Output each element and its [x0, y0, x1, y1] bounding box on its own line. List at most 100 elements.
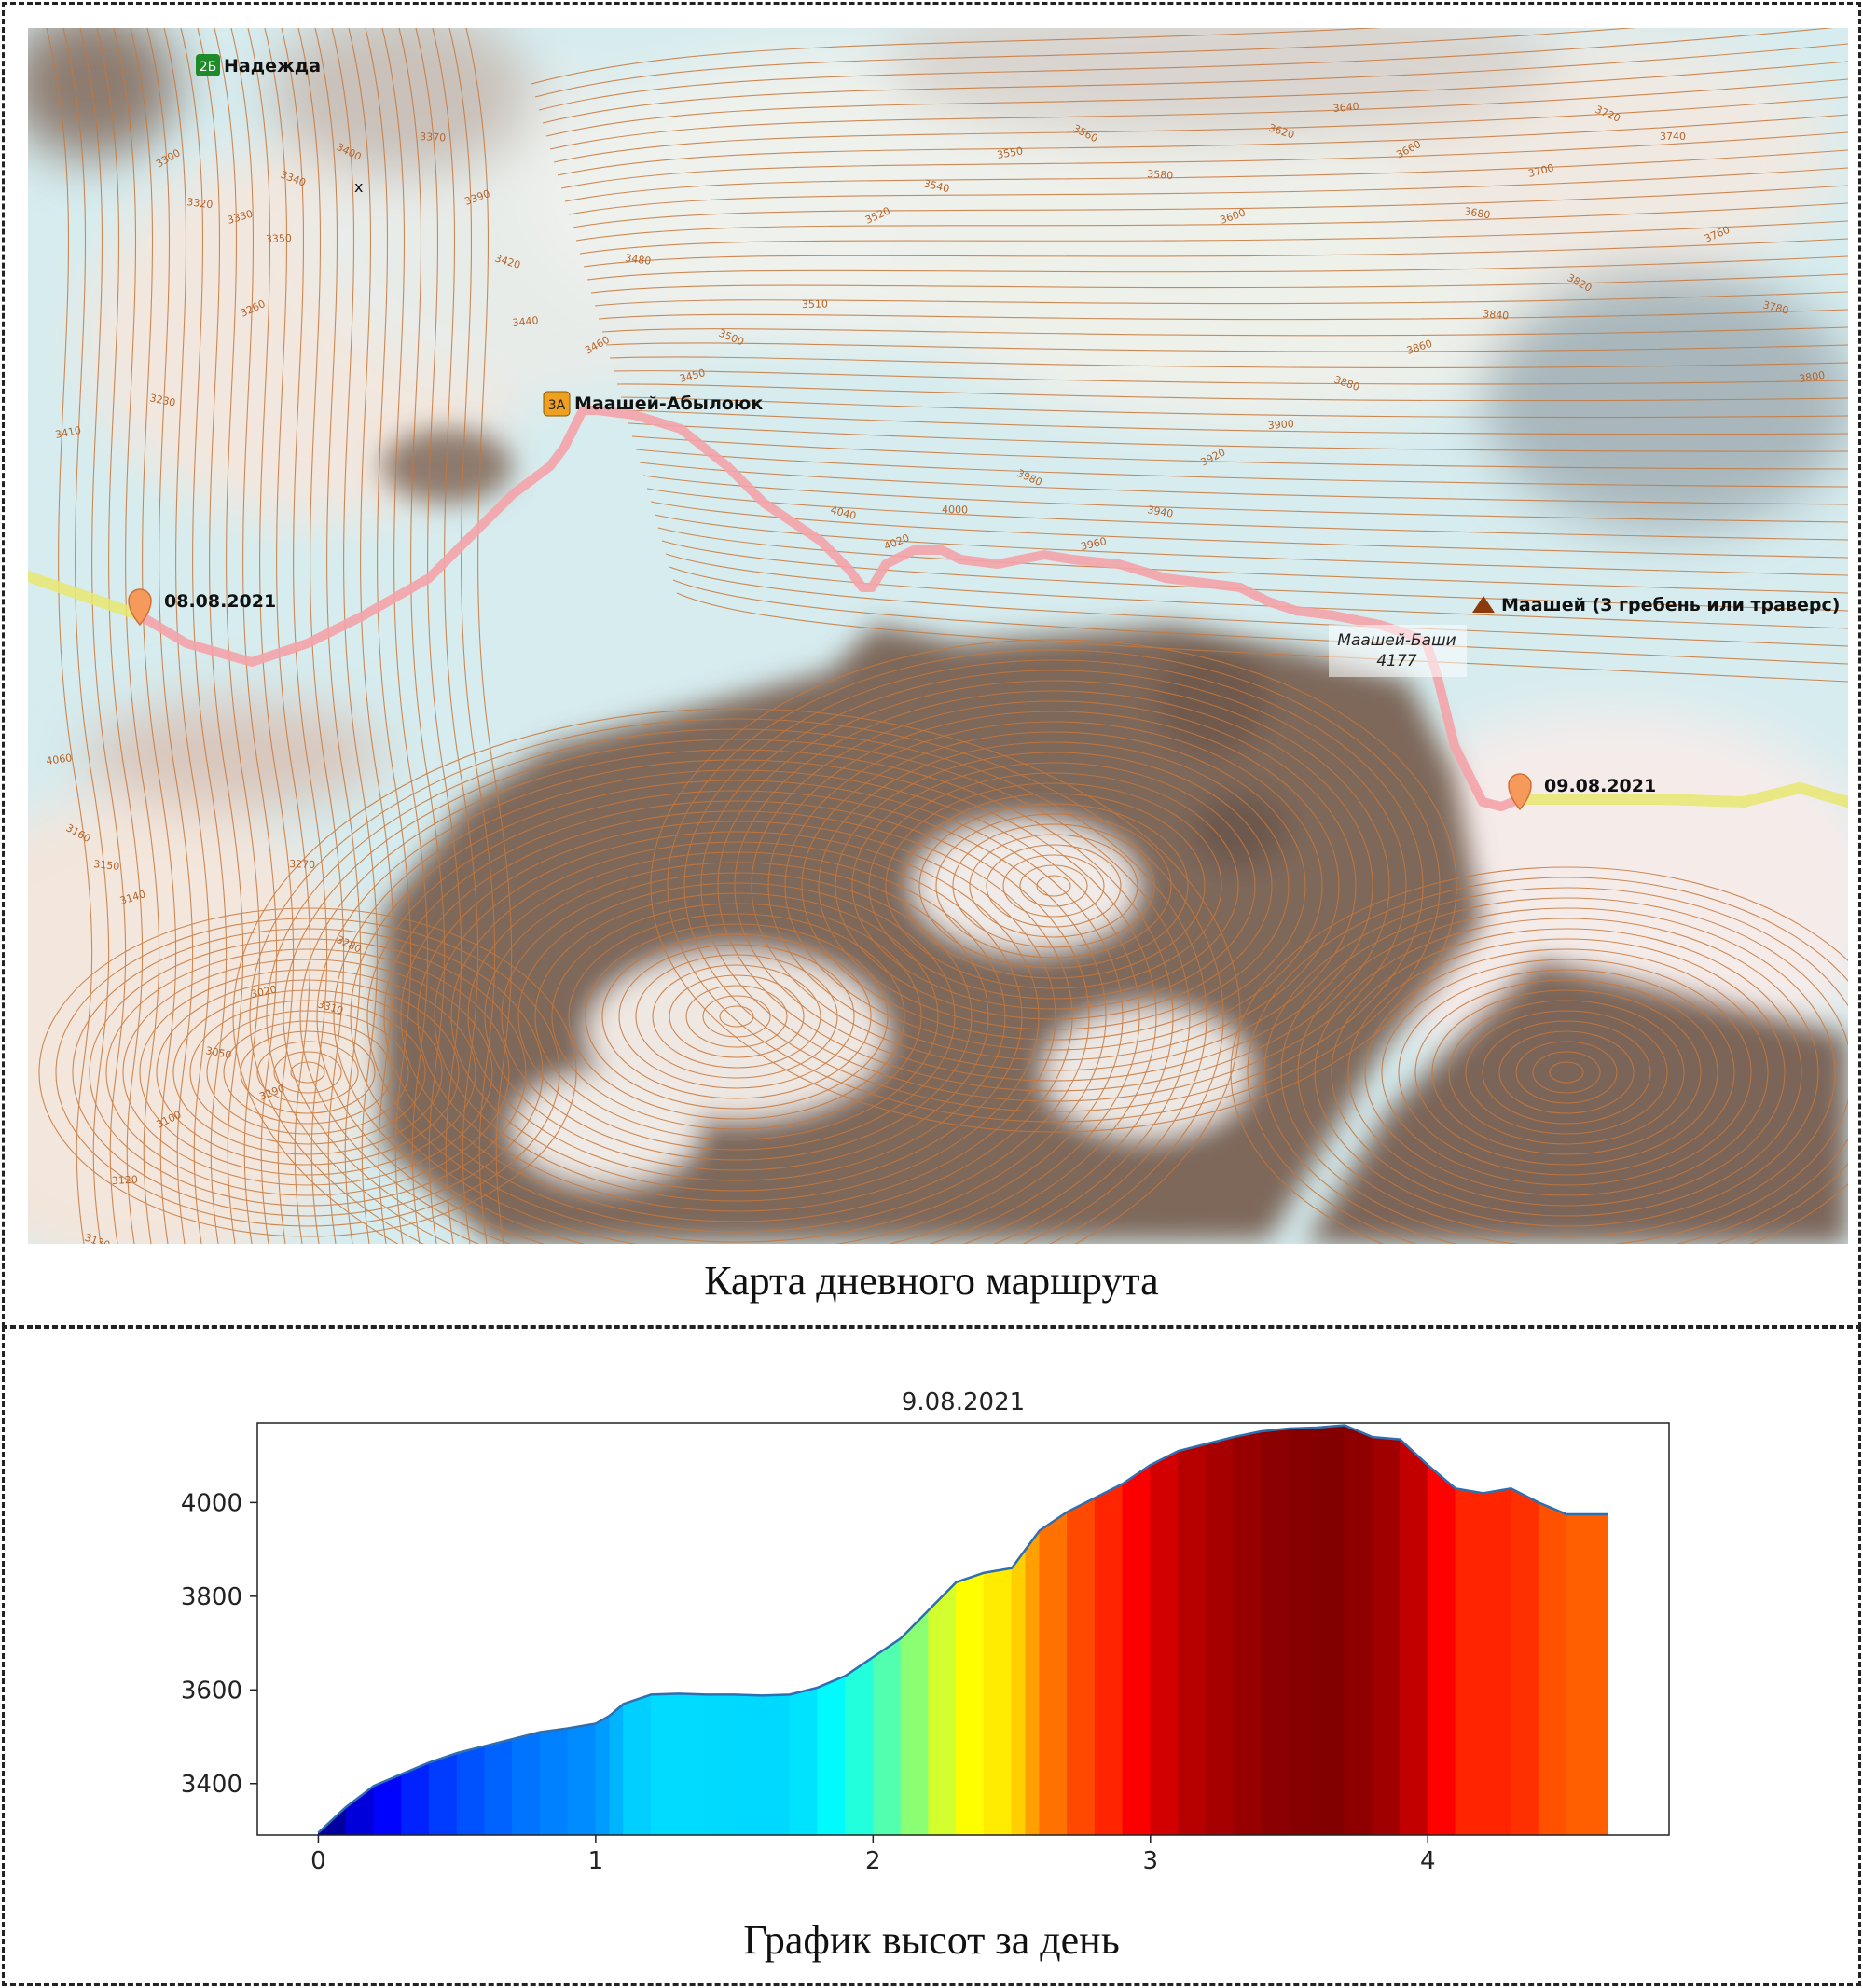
contour-line — [652, 964, 821, 1069]
contour-line — [365, 28, 412, 1244]
waypoint-start[interactable]: 08.08.2021 — [128, 588, 276, 627]
contour-line — [583, 238, 1848, 268]
contour-line — [432, 28, 479, 1244]
contour-line — [1431, 989, 1702, 1155]
contour-line — [1515, 1041, 1618, 1104]
contour-line — [89, 938, 527, 1207]
contour-line — [223, 1020, 393, 1125]
contour-label: 3640 — [1332, 101, 1359, 115]
contour-line — [366, 790, 1107, 1243]
contour-line — [560, 131, 1848, 189]
contour-line — [575, 202, 1848, 242]
elevation-fill-segment — [1316, 1425, 1346, 1836]
route-map[interactable]: 3300 3320 3330 3340 3350 3260 3230 3410 3400 3370… — [28, 28, 1848, 1244]
contour-line — [400, 810, 1073, 1222]
x-tick-label: 4 — [1420, 1847, 1436, 1875]
elevation-fill-segment — [761, 1693, 791, 1836]
contour-line — [290, 1061, 325, 1084]
contour-line — [685, 985, 788, 1048]
elevation-fill-segment — [1511, 1487, 1539, 1836]
elevation-fill-segment — [1427, 1464, 1456, 1836]
contour-label: 3120 — [111, 1174, 138, 1187]
elevation-fill-segment — [1233, 1430, 1263, 1836]
peak-nadezhda[interactable]: 2Б Надежда — [196, 54, 321, 76]
contour-label: 3840 — [1483, 308, 1510, 322]
elevation-fill-segment — [623, 1693, 652, 1836]
contour-line — [240, 1030, 376, 1114]
elevation-fill-segment — [1067, 1497, 1096, 1836]
chart-title: 9.08.2021 — [902, 1388, 1025, 1416]
elevation-fill-segment — [1372, 1436, 1401, 1836]
contour-label: 3740 — [1660, 131, 1686, 143]
contour-line — [1347, 938, 1786, 1207]
elevation-fill-segment — [650, 1692, 680, 1836]
contour-line — [1247, 877, 1848, 1244]
elevation-fill-segment — [484, 1738, 514, 1836]
contour-label: 3510 — [802, 298, 828, 311]
contour-line — [557, 114, 1848, 176]
map-canvas: 3300332033303340335032603230341034003370… — [28, 28, 1848, 1244]
contour-label: 3150 — [93, 858, 120, 873]
contour-label: 4060 — [46, 752, 74, 767]
elevation-fill-segment — [567, 1722, 597, 1836]
plot-frame — [256, 1422, 1670, 1836]
contour-line — [661, 540, 1848, 612]
contour-line — [450, 841, 1023, 1192]
contour-line — [331, 28, 379, 1244]
contour-line — [613, 370, 1848, 385]
contour-line — [594, 291, 1848, 307]
contour-label: 3320 — [186, 196, 214, 211]
contour-line — [538, 28, 1834, 111]
contour-line — [130, 28, 177, 1244]
elevation-fill-segment — [1039, 1511, 1068, 1836]
contour-label: 3800 — [1798, 369, 1826, 385]
contour-line — [669, 974, 805, 1058]
contour-line — [586, 255, 1848, 281]
plot-area — [317, 1424, 1608, 1836]
contour-line — [650, 501, 1848, 559]
grade-badge — [543, 391, 571, 417]
elevation-fill-segment — [845, 1656, 874, 1836]
contour-line — [1331, 928, 1802, 1217]
height-mark-elevation: 4177 — [1376, 652, 1416, 670]
contour-line — [146, 28, 194, 1244]
elevation-fill-segment — [1344, 1424, 1373, 1836]
contour-line — [676, 592, 1848, 683]
contour-line — [1381, 959, 1752, 1186]
waypoint-date: 08.08.2021 — [164, 591, 276, 612]
rock-massif — [382, 429, 1848, 1244]
x-tick-label: 3 — [1143, 1847, 1159, 1875]
contour-line — [657, 527, 1848, 594]
contour-line — [751, 700, 1357, 1071]
elevation-fill-segment — [1150, 1450, 1179, 1836]
contour-line — [1019, 864, 1088, 907]
elevation-fill-segment — [678, 1692, 708, 1836]
contour-line — [417, 821, 1056, 1212]
elevation-fill-segment — [1400, 1438, 1428, 1836]
contour-line — [316, 759, 1157, 1244]
contour-line — [667, 649, 1441, 1123]
contour-line — [465, 28, 513, 1244]
contour-line — [624, 409, 1848, 435]
contour-line — [79, 28, 127, 1244]
contour-line — [542, 43, 1848, 124]
contour-line — [189, 1000, 426, 1145]
summit-maashey[interactable]: Маашей (3 гребень или траверс) — [1472, 595, 1840, 615]
contour-line — [1465, 1010, 1668, 1135]
peak-maashey-abyloyuk[interactable]: 3А Маашей-Абылоюк — [543, 391, 763, 417]
contour-line — [553, 96, 1848, 163]
map-caption: Карта дневного маршрута — [704, 1258, 1159, 1304]
chart-caption: График высот за день — [743, 1917, 1120, 1963]
contour-line — [281, 28, 328, 1244]
elevation-fill-segment — [872, 1637, 902, 1836]
contour-line — [314, 28, 362, 1244]
contour-line — [1498, 1030, 1635, 1114]
waypoint-end[interactable]: 09.08.2021 — [1508, 773, 1656, 811]
contour-line — [683, 659, 1424, 1112]
contour-line — [654, 514, 1848, 576]
map-marker-icon — [1508, 773, 1532, 811]
grade-badge-text: 2Б — [200, 60, 217, 75]
contour-line — [113, 28, 160, 1244]
contour-line — [448, 28, 496, 1244]
contour-line — [163, 28, 211, 1244]
